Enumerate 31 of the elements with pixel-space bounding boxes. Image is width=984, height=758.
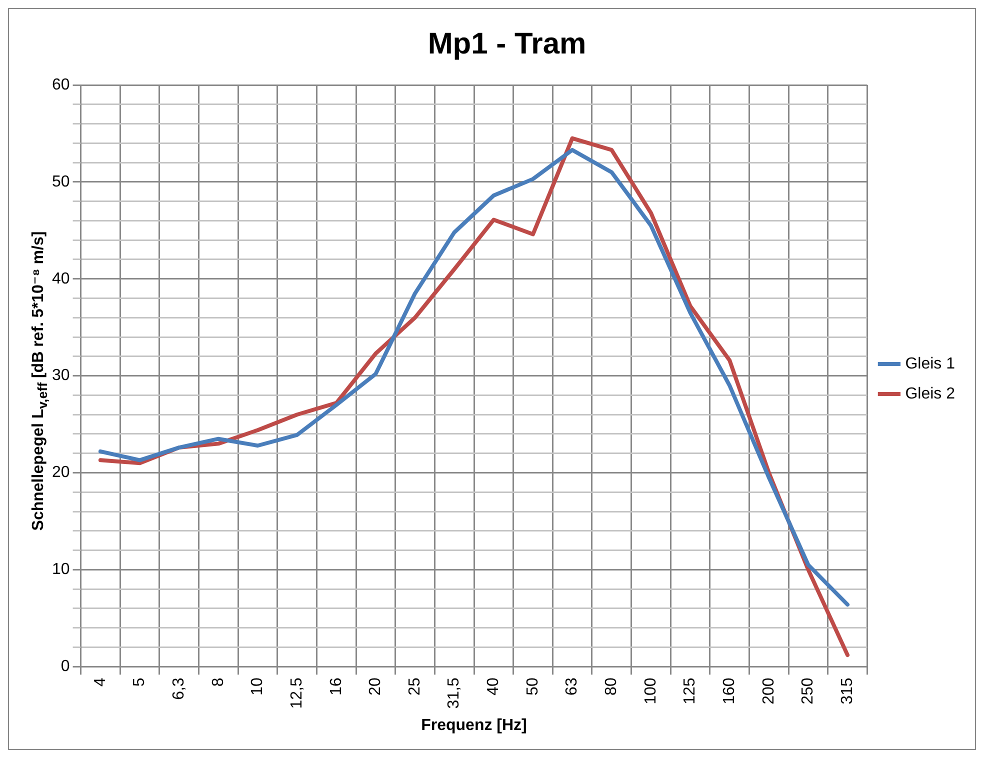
x-tick-label: 12,5 [288,678,306,709]
y-tick-label: 0 [60,658,70,676]
x-tick-label: 40 [485,678,502,696]
y-tick-label: 60 [52,76,70,94]
y-tick-label: 30 [52,367,70,384]
x-tick-label: 100 [642,678,660,704]
y-tick-label: 20 [52,464,70,482]
x-tick-label: 200 [760,678,778,704]
x-tick-label: 10 [249,678,266,696]
x-tick-label: 125 [682,678,699,704]
x-axis-title: Frequenz [Hz] [421,716,527,734]
x-tick-label: 160 [720,678,738,704]
x-tick-label: 250 [800,678,817,704]
x-tick-label: 50 [524,678,542,696]
x-tick-label: 63 [564,678,581,696]
legend-label: Gleis 1 [905,355,956,372]
chart-title: Mp1 - Tram [428,27,586,60]
x-tick-label: 4 [92,678,109,687]
y-tick-label: 40 [52,270,70,288]
x-tick-label: 8 [210,678,227,687]
x-tick-label: 16 [328,678,345,696]
x-tick-label: 31,5 [446,678,463,709]
x-tick-label: 6,3 [170,678,188,700]
legend-label: Gleis 2 [905,385,956,402]
x-tick-label: 20 [367,678,384,696]
y-tick-label: 50 [52,173,70,190]
x-tick-label: 25 [406,678,424,696]
x-tick-label: 5 [131,678,148,687]
x-tick-label: 80 [603,678,620,696]
x-tick-label: 315 [838,678,856,704]
y-tick-label: 10 [52,561,70,578]
